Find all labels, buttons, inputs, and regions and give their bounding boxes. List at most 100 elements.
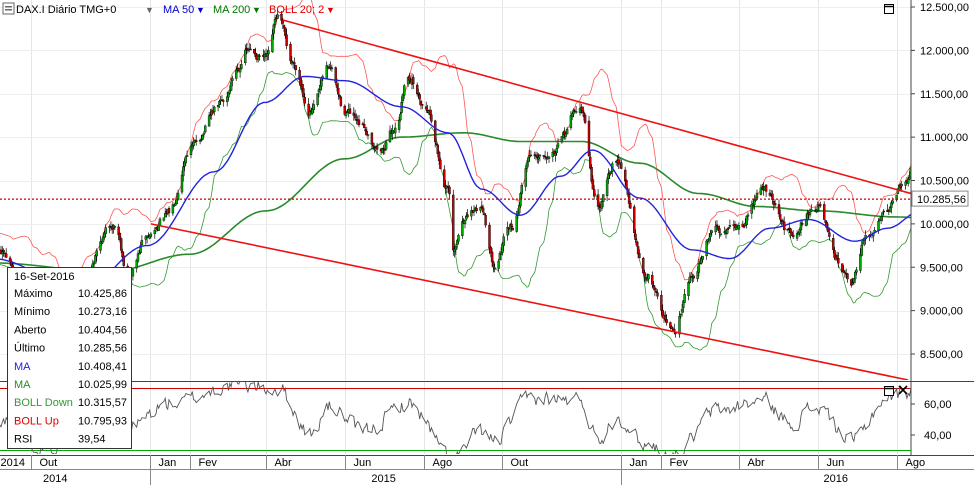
- candle-body: [348, 108, 352, 114]
- ma200-dropdown-icon[interactable]: ▼: [252, 5, 261, 15]
- candle: [609, 171, 613, 174]
- data-window-row-label: MA: [14, 361, 31, 373]
- candle: [119, 237, 123, 253]
- candle: [656, 289, 659, 300]
- trend-channel[interactable]: [150, 19, 974, 380]
- price-tick-label: 9.500,00: [920, 262, 963, 274]
- candle: [294, 65, 297, 76]
- data-window-row-label: BOLL Up: [14, 415, 59, 427]
- candle-body: [417, 93, 420, 95]
- candle: [180, 170, 184, 195]
- ma50-dropdown-icon[interactable]: ▼: [196, 5, 205, 15]
- candle: [837, 252, 840, 268]
- candle-body: [136, 253, 140, 262]
- candle-body: [394, 127, 397, 134]
- candle-body: [171, 204, 175, 214]
- candle: [443, 165, 446, 188]
- candle: [192, 137, 195, 150]
- candle: [564, 132, 567, 140]
- candle-body: [718, 228, 721, 234]
- candle: [437, 150, 441, 165]
- symbol-label[interactable]: DAX.I Diário TMG+0: [16, 4, 116, 16]
- channel-upper-line[interactable]: [282, 19, 974, 220]
- candle-body: [167, 207, 171, 213]
- candle-body: [401, 94, 405, 101]
- candle-body: [589, 156, 592, 169]
- candle-body: [339, 96, 343, 106]
- candle: [832, 234, 835, 254]
- ma50-legend-label[interactable]: MA 50: [163, 4, 194, 16]
- channel-lower-line[interactable]: [150, 223, 909, 380]
- price-tick-label: 8.500,00: [920, 349, 963, 361]
- candle: [519, 191, 522, 209]
- candle-body: [859, 253, 862, 271]
- candle-body: [832, 237, 835, 250]
- candle-body: [850, 279, 853, 286]
- candle: [547, 155, 551, 163]
- candle-body: [122, 255, 126, 266]
- candle-body: [636, 246, 640, 255]
- chart-settings-icon[interactable]: [2, 2, 15, 15]
- candle: [95, 248, 98, 262]
- candle-body: [665, 319, 668, 324]
- boll-dropdown-icon[interactable]: ▼: [326, 5, 335, 15]
- candle-body: [510, 223, 513, 227]
- candle-body: [527, 157, 530, 162]
- candle-body: [184, 156, 188, 164]
- candle-body: [687, 282, 690, 296]
- candle-body: [554, 152, 557, 156]
- candle-body: [240, 64, 243, 69]
- candle-body: [634, 233, 637, 240]
- candle: [647, 273, 650, 284]
- rsi-levels: [0, 388, 911, 451]
- candle: [823, 201, 826, 221]
- candle-body: [656, 292, 659, 297]
- candle: [231, 75, 234, 87]
- close-icon[interactable]: [898, 385, 908, 395]
- candle-body: [334, 67, 337, 83]
- candle: [436, 144, 439, 158]
- candle-body: [4, 253, 8, 258]
- candle-body: [244, 49, 247, 64]
- candle-body: [633, 206, 636, 234]
- candle-body: [714, 225, 717, 233]
- candle: [687, 280, 690, 301]
- candle-body: [620, 162, 623, 169]
- candle-body: [461, 221, 464, 236]
- symbol-dropdown-icon[interactable]: ▼: [145, 5, 154, 15]
- candle-body: [608, 172, 611, 176]
- candle: [282, 24, 286, 32]
- maximize-icon[interactable]: [884, 4, 894, 14]
- candle: [348, 103, 352, 114]
- candle: [316, 93, 319, 107]
- candle-body: [497, 260, 500, 269]
- rsi-plot[interactable]: [0, 378, 956, 464]
- candle: [201, 134, 204, 140]
- candle-body: [163, 212, 167, 218]
- rsi-maximize-icon[interactable]: [884, 386, 894, 396]
- ma200-series: [0, 132, 911, 273]
- candle: [273, 14, 277, 28]
- candle-body: [357, 119, 361, 126]
- ma200-legend-label[interactable]: MA 200: [213, 4, 250, 16]
- candle-body: [771, 193, 774, 201]
- candle-body: [372, 142, 375, 147]
- candle-body: [565, 129, 569, 135]
- boll-legend-label[interactable]: BOLL 20; 2: [269, 4, 324, 16]
- candle-body: [652, 285, 655, 288]
- candle-body: [529, 154, 533, 157]
- candle-body: [587, 120, 591, 157]
- candle-body: [846, 273, 849, 280]
- candle: [510, 219, 513, 232]
- candle: [710, 229, 713, 236]
- data-window-row-value: 10.408,41: [78, 361, 127, 373]
- candle: [337, 82, 340, 100]
- candle-body: [642, 258, 645, 274]
- candle-body: [94, 255, 97, 264]
- candle: [808, 208, 812, 218]
- price-plot[interactable]: [0, 0, 974, 381]
- month-label: Ago: [906, 457, 926, 469]
- candle-body: [234, 69, 238, 79]
